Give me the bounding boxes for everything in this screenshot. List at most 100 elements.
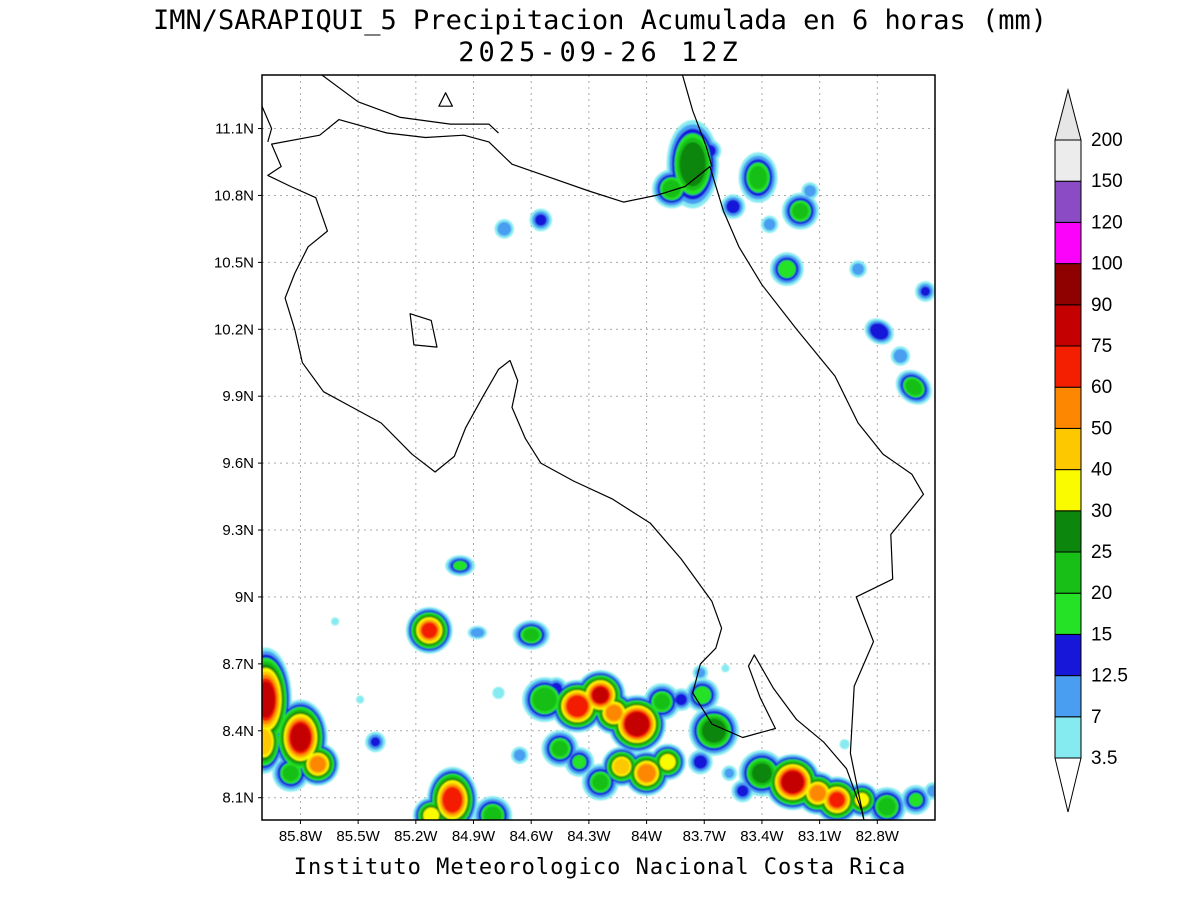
colorbar-level-label: 50 (1091, 418, 1112, 439)
precip-contour (483, 806, 502, 820)
colorbar-box (1054, 304, 1082, 347)
precip-contour (736, 785, 749, 797)
x-tick-label: 83.4W (740, 828, 784, 845)
precip-contour (523, 628, 540, 642)
precip-contour (566, 695, 589, 718)
precip-contour (701, 718, 726, 743)
precip-contour (893, 349, 908, 363)
x-tick-label: 84.9W (452, 828, 496, 845)
colorbar-box (1054, 263, 1082, 306)
precip-contour (749, 165, 768, 190)
x-tick-label: 84.3W (567, 828, 611, 845)
precip-contour (792, 203, 809, 220)
colorbar-labels: 3.5 7 12.5 15 20 25 30 40 50 60 75 90 100 120 150 200 (1091, 130, 1128, 769)
precip-contour (908, 792, 923, 807)
y-tick-label: 9.9N (222, 388, 254, 405)
precip-contour (920, 286, 931, 297)
colorbar-level-label: 15 (1091, 624, 1112, 645)
y-tick-label: 9.6N (222, 455, 254, 472)
footer-caption: Instituto Meteorologico Nacional Costa R… (293, 855, 907, 880)
colorbar-box (1054, 675, 1082, 718)
colorbar-box (1054, 510, 1082, 553)
colorbar-level-label: 20 (1091, 583, 1112, 604)
precip-contour (675, 693, 688, 706)
precip-contour (356, 695, 365, 704)
x-tick-label: 85.2W (394, 828, 438, 845)
colorbar-level-label: 150 (1091, 171, 1123, 192)
precip-contour (905, 379, 923, 396)
precip-contour (751, 763, 772, 784)
precip-contour (763, 218, 776, 231)
colorbar-box (1054, 386, 1082, 429)
lake-nicaragua-shore (320, 75, 499, 134)
y-tick-label: 9N (235, 589, 254, 606)
x-tick-label: 84W (631, 828, 663, 845)
colorbar (1054, 88, 1082, 813)
precip-contour (781, 771, 804, 794)
precip-contour (309, 756, 326, 773)
precip-contour (470, 627, 485, 638)
precip-contour (662, 179, 681, 198)
precip-contour (282, 765, 299, 782)
precip-contour (453, 560, 468, 571)
precip-contour (290, 723, 311, 752)
precip-contour (605, 704, 622, 721)
colorbar-level-label: 200 (1091, 130, 1123, 151)
colorbar-level-label: 30 (1091, 501, 1112, 522)
precip-contour (421, 622, 438, 639)
precip-contour (839, 739, 850, 750)
precip-contour (852, 263, 865, 276)
precip-contour (654, 693, 670, 710)
chart-title-line1: IMN/SARAPIQUI_5 Precipitacion Acumulada … (152, 5, 1048, 36)
colorbar-arrow-bottom (1054, 757, 1082, 813)
x-tick-label: 83.1W (798, 828, 842, 845)
precip-contour (927, 785, 935, 797)
precip-contour (877, 797, 896, 816)
precip-contour (693, 686, 712, 705)
precip-contour (721, 664, 730, 673)
y-tick-label: 10.5N (214, 254, 254, 271)
precip-contour (423, 807, 440, 820)
coastlines (262, 75, 925, 820)
colorbar-box (1054, 180, 1082, 223)
colorbar-box (1054, 592, 1082, 635)
y-tick-label: 8.7N (222, 656, 254, 673)
y-tick-label: 9.3N (222, 522, 254, 539)
grid-lines (262, 75, 935, 820)
precip-contour (331, 617, 340, 626)
precip-contour (592, 687, 609, 704)
precip-contour (592, 774, 609, 791)
precip-contour (659, 754, 676, 770)
precip-contour (492, 686, 505, 699)
y-tick-label: 11.1N (215, 121, 254, 138)
colorbar-level-label: 75 (1091, 336, 1112, 357)
x-tick-label: 84.6W (510, 828, 554, 845)
x-tick-label: 83.7W (683, 828, 727, 845)
precip-contour (726, 199, 741, 214)
colorbar-box (1054, 345, 1082, 388)
colorbar-level-label: 100 (1091, 254, 1123, 275)
precip-contour (809, 785, 826, 802)
colorbar-level-label: 12.5 (1091, 666, 1128, 687)
precip-contour (370, 736, 381, 747)
colorbar-level-label: 120 (1091, 212, 1123, 233)
precip-contour (497, 221, 512, 236)
x-tick-label: 82.8W (856, 828, 900, 845)
colorbar-box (1054, 551, 1082, 594)
precip-contour (804, 185, 816, 197)
colorbar-level-label: 60 (1091, 377, 1112, 398)
precip-contour (572, 755, 587, 769)
chart-title-line2: 2025-09-26 12Z (458, 37, 742, 68)
colorbar-arrow-top (1054, 88, 1082, 141)
y-tick-label: 8.1N (222, 790, 254, 807)
colorbar-box (1054, 469, 1082, 512)
colorbar-box (1054, 633, 1082, 677)
y-axis-labels: 11.1N 10.8N 10.5N 10.2N 9.9N 9.6N 9.3N 9N 8.7N 8.… (214, 121, 262, 807)
precip-contour (724, 768, 735, 779)
precip-contour (534, 214, 547, 226)
precip-contour (442, 786, 463, 813)
precip-contour (828, 791, 845, 808)
nicaragua-caribbean-coast (681, 75, 713, 167)
precip-contour (532, 687, 557, 712)
